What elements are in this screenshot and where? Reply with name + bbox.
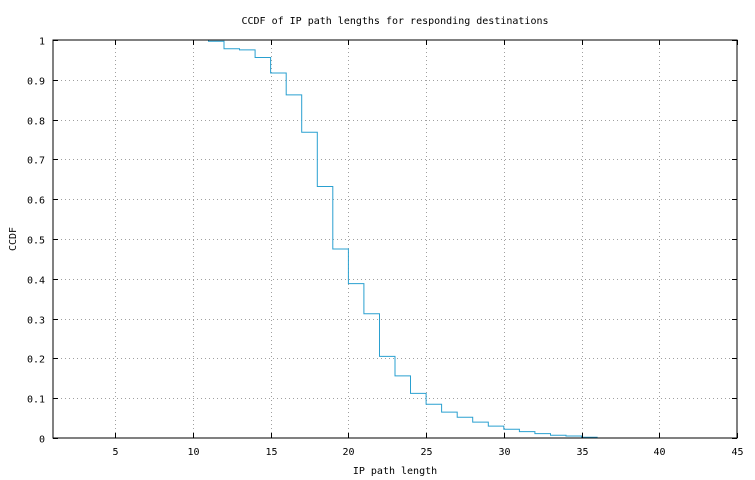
x-tick-labels: 5 10 15 20 25 30 35 40 45 (112, 447, 743, 458)
y-tick-labels: 0 0.1 0.2 0.3 0.4 0.5 0.6 0.7 0.8 0.9 1 (27, 37, 45, 446)
x-tick-label: 25 (420, 447, 432, 458)
y-tick-label: 0.1 (27, 395, 45, 406)
y-tick-label: 1 (39, 37, 45, 48)
x-tick-label: 40 (653, 447, 665, 458)
y-tick-label: 0.3 (27, 316, 45, 327)
y-tick-label: 0.9 (27, 77, 45, 88)
y-tick-label: 0.4 (27, 276, 45, 287)
x-tick-label: 45 (731, 447, 743, 458)
x-tick-label: 5 (112, 447, 118, 458)
tick-marks (53, 40, 738, 439)
plot-frame (52, 39, 738, 439)
grid-lines (53, 40, 737, 438)
x-tick-label: 35 (576, 447, 588, 458)
y-tick-label: 0.5 (27, 236, 45, 247)
y-tick-label: 0.7 (27, 156, 45, 167)
series-layer (192, 39, 598, 438)
y-tick-label: 0.2 (27, 355, 45, 366)
chart-title: CCDF of IP path lengths for responding d… (241, 16, 548, 27)
x-tick-label: 10 (187, 447, 199, 458)
ccdf-step-line (192, 39, 598, 438)
x-axis-title: IP path length (353, 466, 437, 477)
y-tick-label: 0 (39, 435, 45, 446)
x-tick-label: 30 (498, 447, 510, 458)
y-axis-title: CCDF (8, 227, 19, 251)
x-tick-label: 15 (265, 447, 277, 458)
y-tick-label: 0.6 (27, 196, 45, 207)
x-tick-label: 20 (342, 447, 354, 458)
y-tick-label: 0.8 (27, 117, 45, 128)
